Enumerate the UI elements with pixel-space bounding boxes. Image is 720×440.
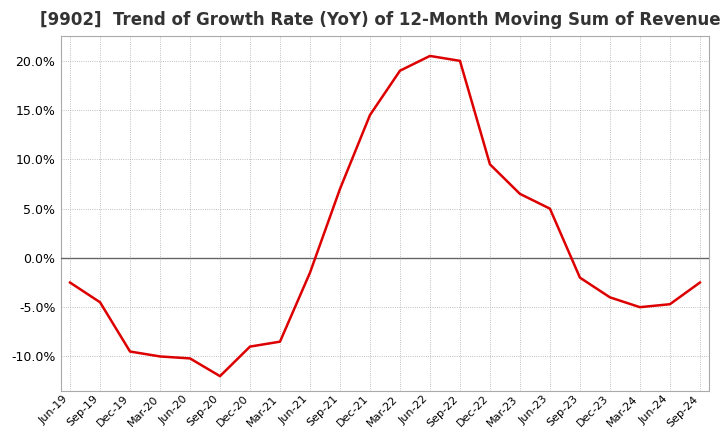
Title: [9902]  Trend of Growth Rate (YoY) of 12-Month Moving Sum of Revenues: [9902] Trend of Growth Rate (YoY) of 12-…	[40, 11, 720, 29]
